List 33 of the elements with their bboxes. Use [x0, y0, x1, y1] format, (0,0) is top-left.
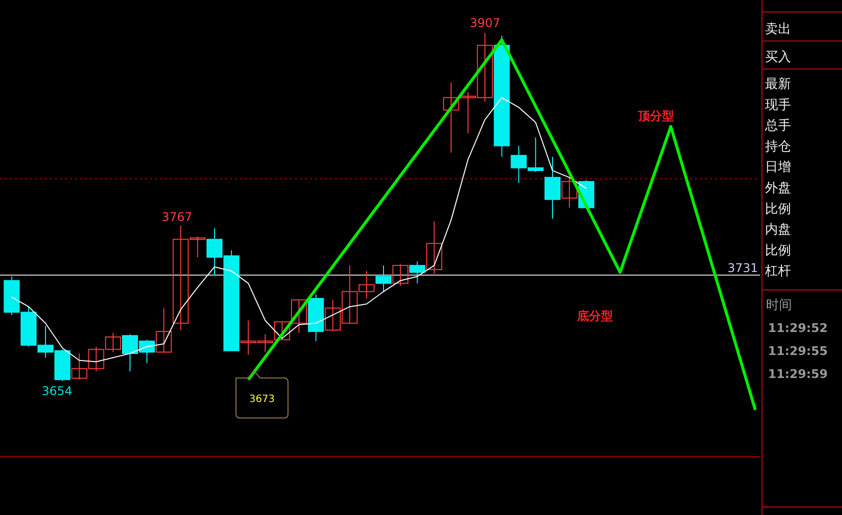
candlestick: [561, 176, 578, 208]
text: 3654: [42, 384, 72, 398]
text: 卖出: [765, 22, 791, 37]
text: 比例: [765, 202, 791, 217]
candlestick: [156, 308, 172, 353]
text: 3673: [249, 394, 275, 405]
text: 11:29:55: [768, 344, 828, 358]
candlestick: [274, 321, 290, 340]
text: 内盘: [765, 222, 791, 238]
annotation: 底分型: [576, 309, 613, 323]
text: 现手: [765, 98, 791, 113]
text: 总手: [764, 118, 791, 134]
annotation: 3767: [162, 210, 192, 224]
ref-line-label: 3731: [727, 261, 758, 276]
candlestick: [376, 264, 392, 292]
text: 日增: [765, 160, 791, 176]
text: 3907: [470, 16, 500, 30]
text: 11:29:59: [768, 367, 828, 381]
candlestick: [392, 264, 408, 287]
candlestick: [443, 82, 460, 154]
text: 比例: [765, 243, 791, 258]
text: 最新: [765, 77, 791, 92]
candlestick: [291, 299, 307, 334]
annotation: 顶分型: [637, 109, 674, 123]
text: 时间: [766, 298, 792, 313]
text: 杠杆: [764, 264, 791, 280]
candlestick: [409, 260, 426, 284]
candlestick: [426, 220, 442, 274]
text: 11:29:52: [768, 321, 828, 335]
text: 持仓: [765, 139, 791, 154]
text: 买入: [765, 50, 791, 65]
text: 外盘: [765, 181, 791, 196]
candlestick: [544, 156, 560, 220]
